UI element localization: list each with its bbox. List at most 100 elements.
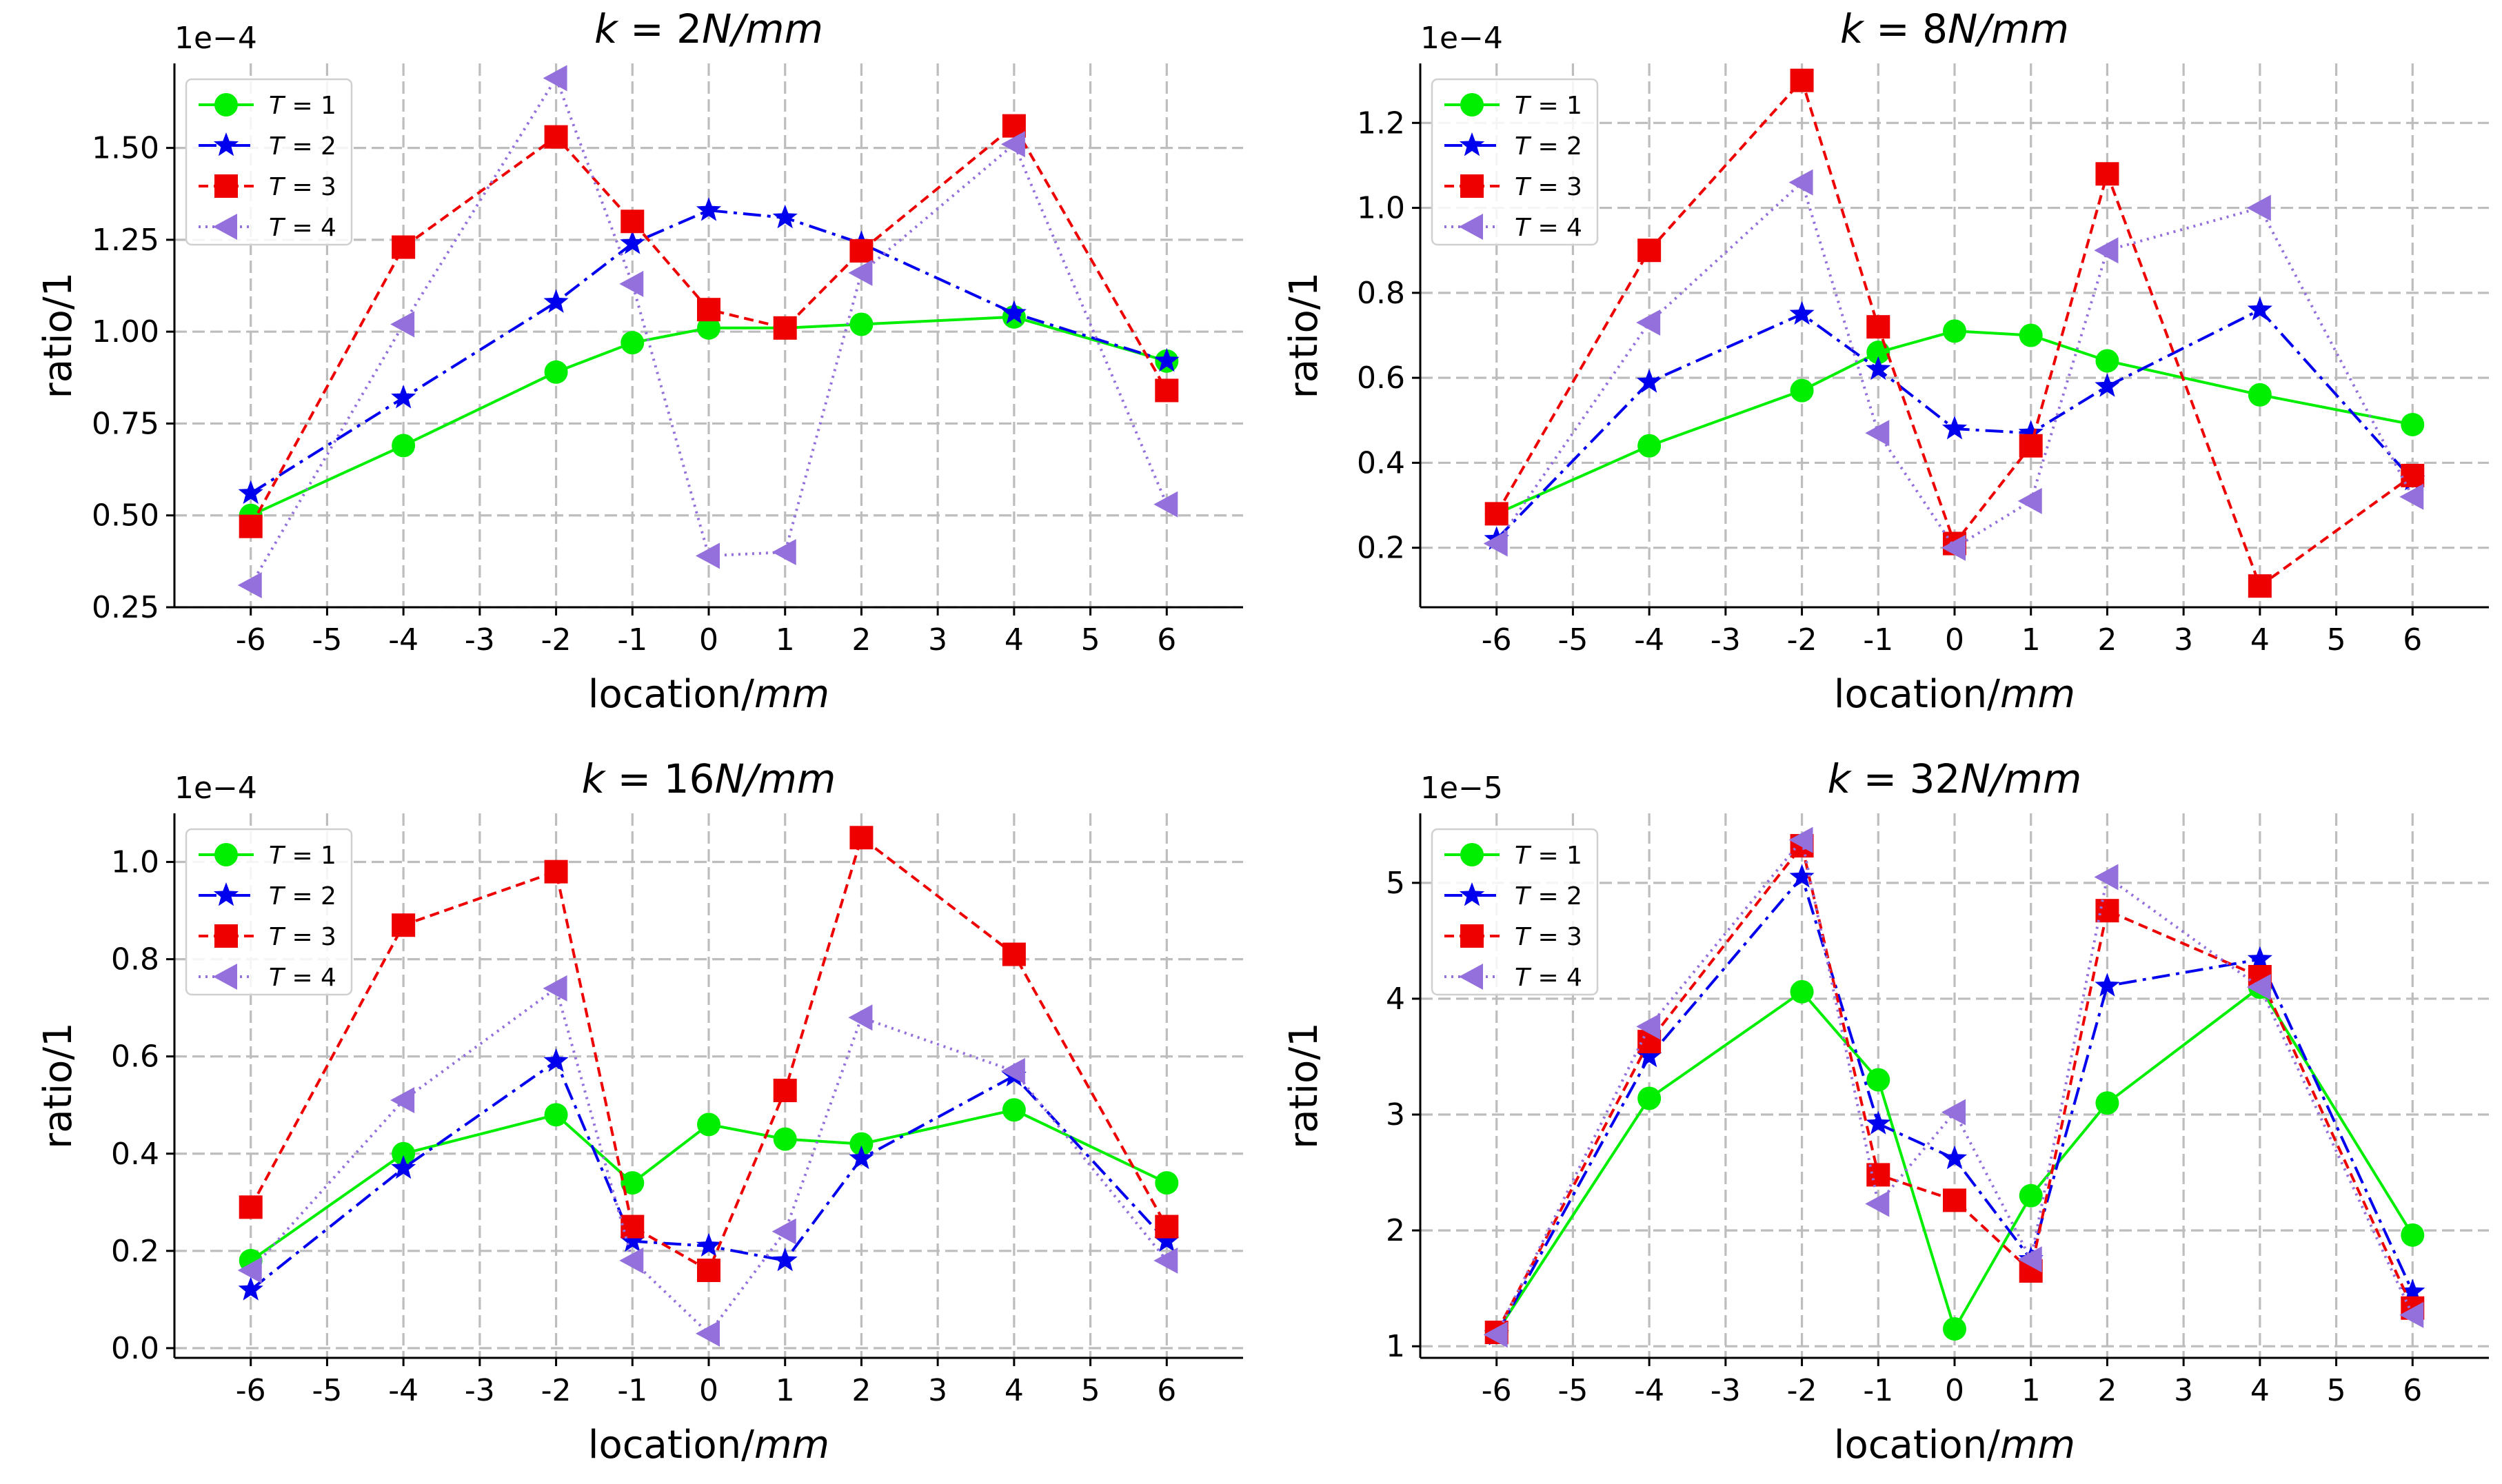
x-tick-label: 0	[699, 622, 718, 658]
data-point	[1483, 1321, 1508, 1348]
series-3	[239, 826, 1179, 1283]
legend-box	[185, 78, 353, 246]
x-tick-label: 5	[1081, 1373, 1100, 1408]
y-multiplier-label: 1e−4	[1420, 21, 1503, 56]
data-point	[1943, 1317, 1966, 1341]
legend-label: T = 3	[1515, 923, 1582, 951]
x-tick-label: -2	[1787, 622, 1817, 658]
x-tick-label: 2	[851, 622, 871, 658]
y-axis-label: ratio/1	[36, 272, 81, 399]
data-point	[2019, 323, 2043, 347]
x-tick-label: 2	[2097, 1373, 2117, 1408]
legend-marker	[1459, 964, 1483, 990]
data-point	[848, 259, 873, 286]
legend-marker	[214, 843, 238, 866]
data-point	[2401, 412, 2425, 436]
y-tick-label: 1.2	[1357, 105, 1405, 141]
data-point	[697, 1259, 720, 1283]
data-point	[2018, 420, 2044, 444]
y-tick-label: 0.2	[1357, 531, 1405, 566]
data-point	[697, 1112, 720, 1137]
data-point	[2399, 483, 2424, 510]
data-point	[1154, 347, 1180, 372]
y-tick-label: 0.4	[1357, 445, 1405, 480]
data-point	[620, 1228, 645, 1252]
x-tick-label: -1	[1863, 622, 1893, 658]
legend-label: T = 4	[269, 964, 336, 992]
legend: T = 1 T = 2 T = 3 T = 4	[185, 78, 353, 246]
y-tick-label: 0.6	[111, 1039, 159, 1075]
y-tick-label: 0.8	[111, 942, 159, 977]
data-point	[237, 572, 262, 599]
legend-label: T = 3	[269, 923, 336, 951]
x-tick-label: -4	[1634, 622, 1664, 658]
x-tick-label: -5	[1557, 622, 1588, 658]
data-point	[1636, 1013, 1661, 1040]
x-tick-label: -6	[236, 1373, 266, 1408]
data-point	[1001, 300, 1027, 324]
x-tick-label: -3	[1711, 622, 1741, 658]
data-point	[1866, 356, 1891, 380]
chart-title: k = 16N/mm	[582, 755, 836, 802]
data-point	[1788, 826, 1813, 853]
x-tick-label: -3	[465, 622, 495, 658]
data-point	[849, 1132, 874, 1156]
chart-panel-3: -6 -5 -4 -3 -2 -1 0 1 2 3 4 5 6 0.0 0.2 0.4 0.6 0.8 1.0 1e−…	[36, 755, 1243, 1467]
x-axis-label: location/mm	[588, 1423, 829, 1467]
legend-marker	[214, 924, 238, 948]
legend-label: T = 4	[1515, 214, 1582, 242]
x-tick-label: 0	[1945, 1373, 1964, 1408]
x-tick-label: -2	[541, 622, 572, 658]
x-tick-label: 6	[1157, 622, 1176, 658]
y-tick-label: 0.2	[111, 1234, 159, 1269]
data-point	[772, 204, 798, 229]
data-point	[1000, 1057, 1025, 1084]
x-tick-label: -2	[1787, 1373, 1817, 1408]
data-point	[1789, 301, 1815, 325]
chart-title: k = 32N/mm	[1828, 755, 2082, 802]
data-point	[1941, 1099, 1966, 1126]
y-multiplier-label: 1e−5	[1420, 771, 1503, 806]
x-tick-label: 4	[2250, 622, 2270, 658]
legend-label: T = 2	[1515, 132, 1582, 161]
y-tick-label: 4	[1386, 982, 1405, 1017]
x-tick-label: 6	[2403, 622, 2422, 658]
legend-marker	[1460, 174, 1484, 198]
data-point	[544, 125, 568, 149]
x-tick-label: 6	[2403, 1373, 2422, 1408]
x-tick-label: 6	[1157, 1373, 1176, 1408]
legend-label: T = 2	[269, 882, 336, 911]
data-point	[1155, 378, 1179, 403]
data-point	[2246, 194, 2271, 221]
x-tick-label: 3	[928, 622, 947, 658]
data-point	[1866, 315, 1890, 339]
legend-marker	[1459, 214, 1483, 240]
data-point	[1637, 369, 1662, 393]
x-tick-label: 2	[2097, 622, 2117, 658]
y-tick-label: 1.25	[92, 223, 159, 258]
data-point	[2019, 434, 2043, 458]
x-tick-label: 1	[776, 622, 795, 658]
data-point	[1000, 131, 1025, 158]
x-tick-label: -3	[465, 1373, 495, 1408]
y-tick-label: 1.0	[1357, 191, 1405, 226]
legend-marker	[213, 132, 239, 156]
y-tick-label: 0.8	[1357, 276, 1405, 311]
x-axis-label: location/mm	[1834, 1423, 2075, 1467]
x-tick-label: -1	[617, 622, 647, 658]
legend: T = 1 T = 2 T = 3 T = 4	[1431, 828, 1599, 996]
y-tick-label: 3	[1386, 1097, 1405, 1132]
x-tick-label: -3	[1711, 1373, 1741, 1408]
data-point	[392, 235, 416, 259]
legend-label: T = 3	[269, 173, 336, 201]
data-point	[697, 316, 720, 340]
x-tick-label: -1	[1863, 1373, 1893, 1408]
data-point	[1941, 534, 1966, 561]
data-point	[1153, 1247, 1178, 1274]
data-point	[773, 316, 797, 340]
data-point	[1483, 530, 1508, 557]
series-4	[1483, 169, 2424, 561]
legend-marker	[1459, 132, 1485, 156]
series-line	[249, 77, 1169, 587]
